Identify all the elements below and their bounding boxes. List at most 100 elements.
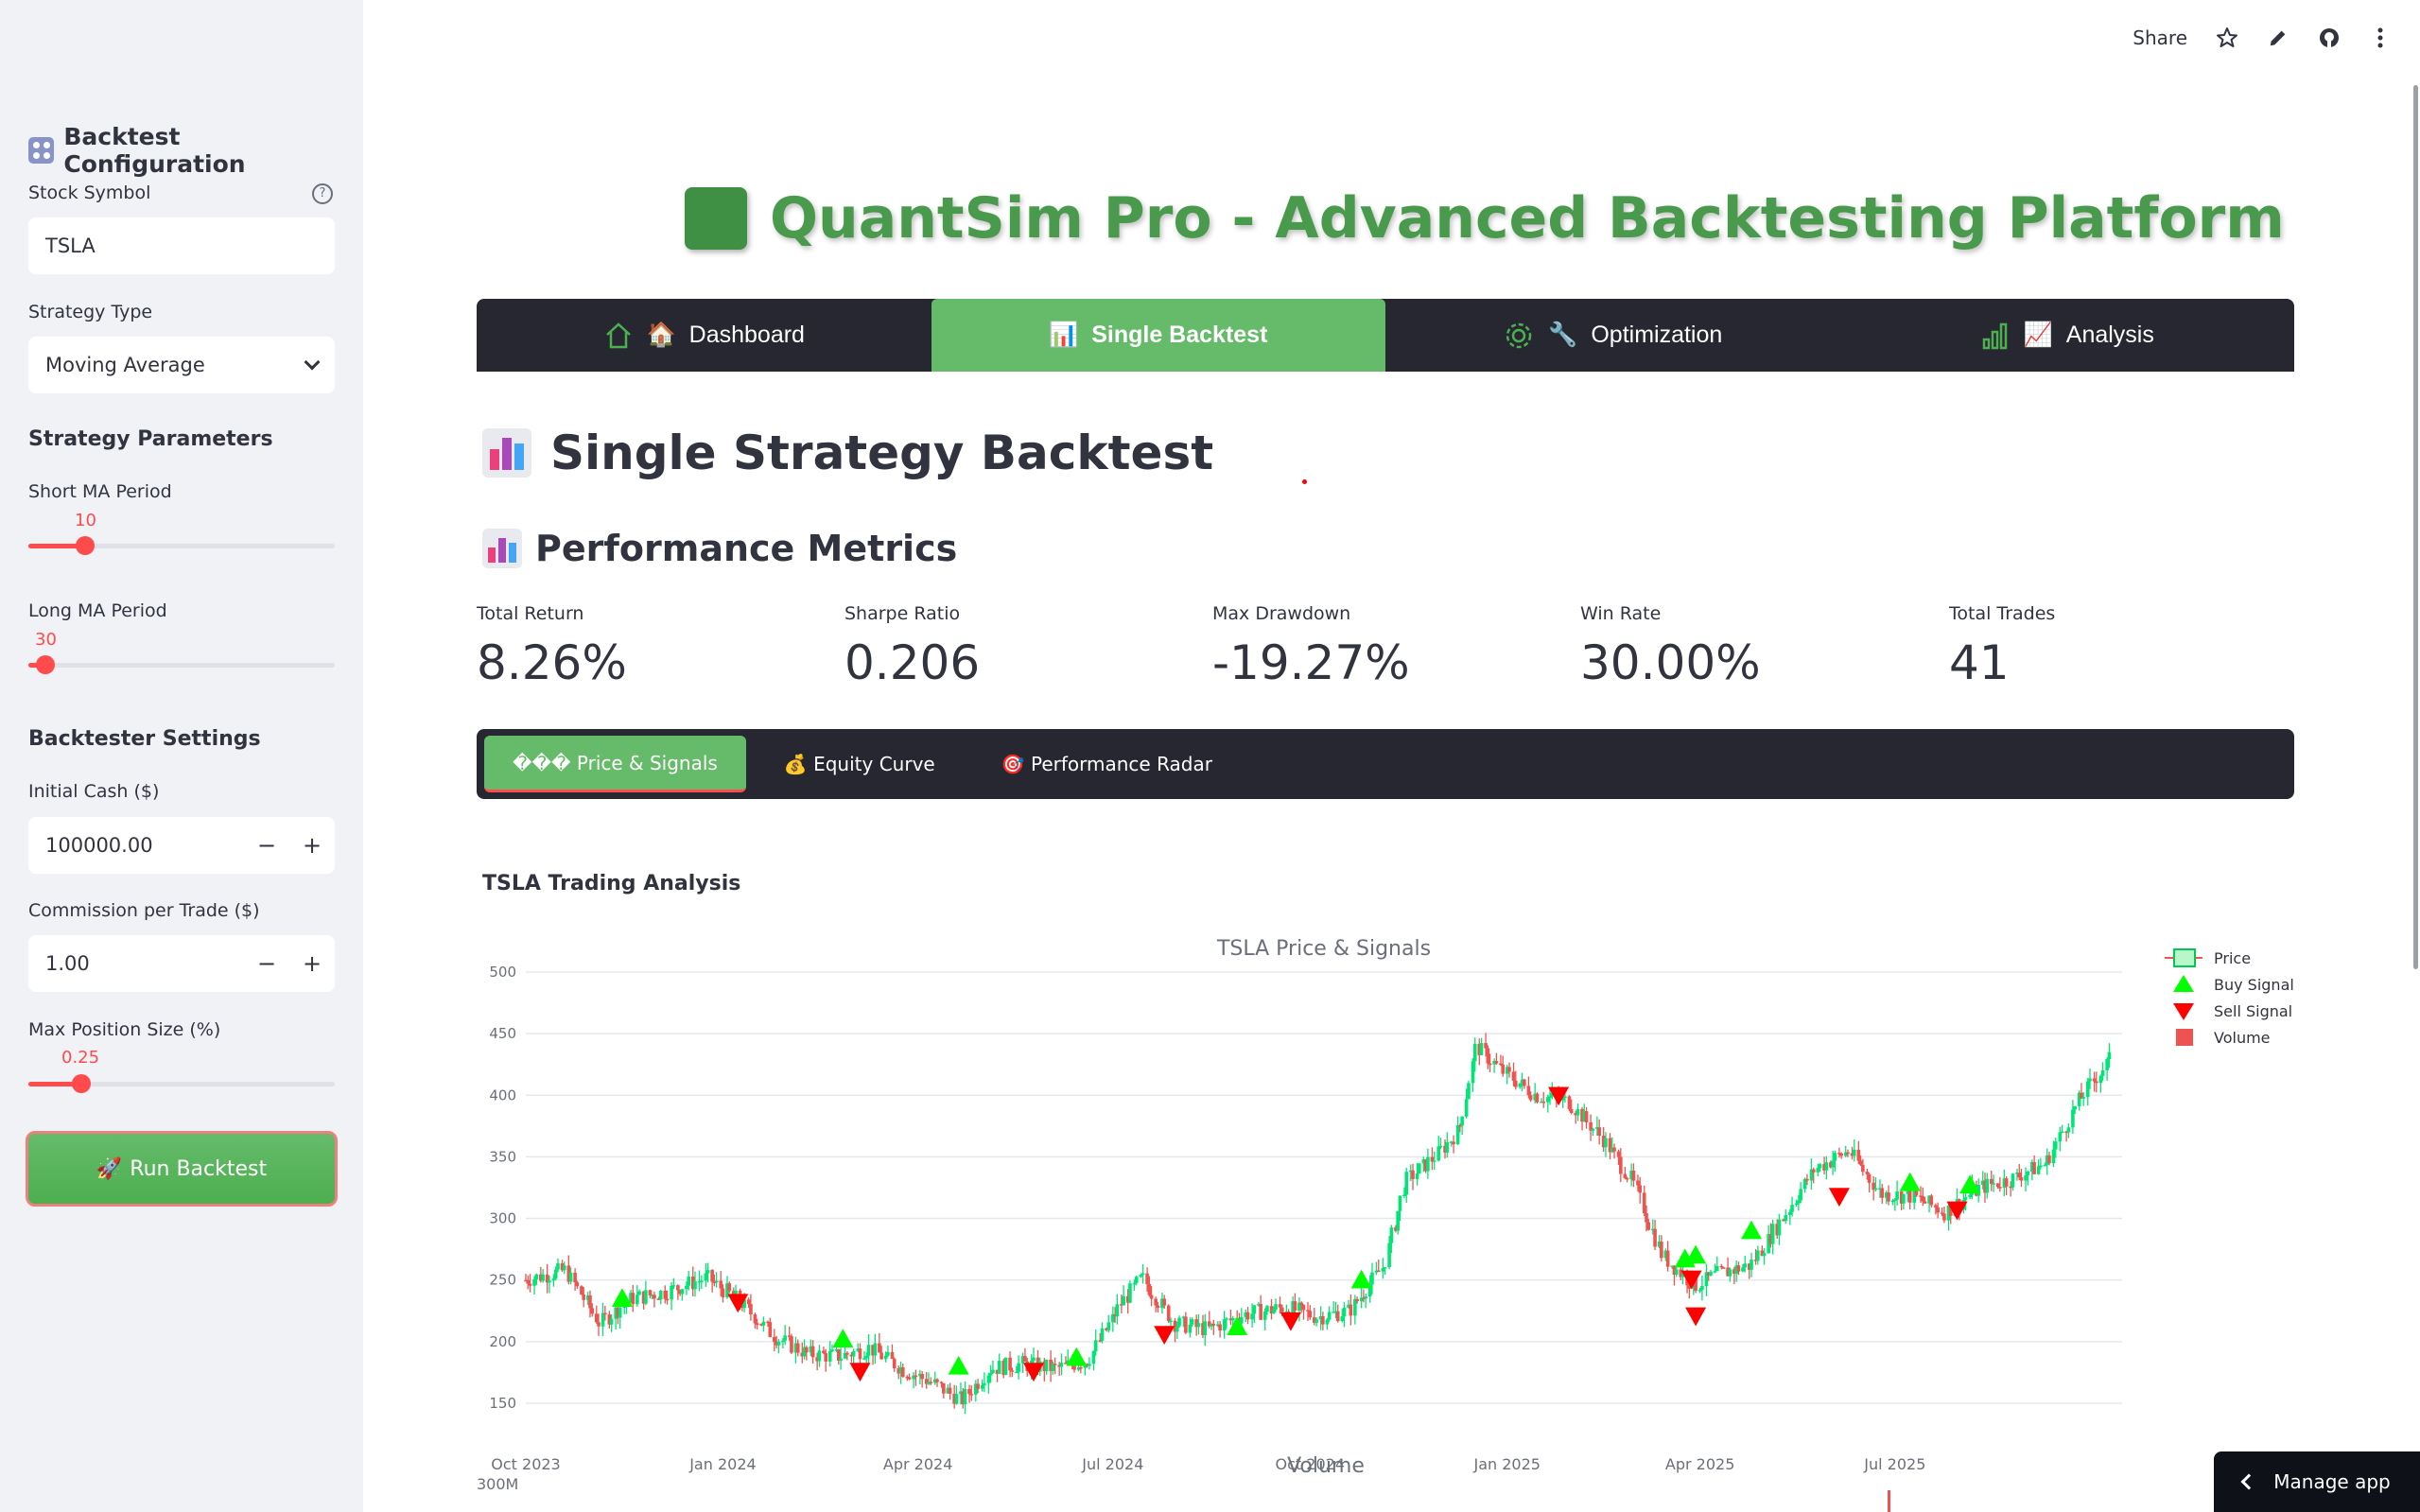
- run-backtest-button[interactable]: 🚀 Run Backtest: [26, 1131, 338, 1207]
- candle: [1499, 1054, 1503, 1067]
- metric-value: 30.00%: [1580, 635, 1761, 690]
- candle: [725, 1276, 729, 1299]
- candle: [1940, 1207, 1944, 1217]
- tab-label: 🎯 Performance Radar: [1001, 753, 1212, 775]
- candle: [1210, 1323, 1213, 1330]
- candle: [1003, 1357, 1008, 1376]
- candle: [714, 1272, 719, 1288]
- candle: [749, 1294, 753, 1321]
- long-ma-slider[interactable]: [28, 655, 335, 674]
- candle: [609, 1314, 614, 1332]
- candle: [1274, 1298, 1278, 1312]
- sell-signal-marker: [1680, 1270, 1702, 1290]
- candle: [704, 1262, 708, 1287]
- strategy-type-label: Strategy Type: [28, 302, 153, 322]
- candle: [687, 1270, 690, 1291]
- y-tick-label: 450: [489, 1025, 516, 1042]
- candle: [553, 1266, 558, 1281]
- tab-dashboard[interactable]: 🏠 Dashboard: [477, 299, 931, 372]
- candle: [607, 1311, 612, 1329]
- candle: [1604, 1132, 1608, 1157]
- candle: [976, 1379, 980, 1394]
- slider-thumb[interactable]: [72, 1074, 91, 1093]
- candle: [1032, 1347, 1036, 1364]
- increment-button[interactable]: +: [302, 950, 322, 977]
- candle: [1728, 1267, 1732, 1282]
- star-icon[interactable]: [2216, 26, 2238, 49]
- candle: [1995, 1183, 2000, 1190]
- candle: [658, 1289, 663, 1305]
- sell-signal-marker: [1946, 1201, 1968, 1221]
- commission-input[interactable]: 1.00 − +: [28, 935, 335, 992]
- candle: [1023, 1347, 1027, 1362]
- candle: [822, 1346, 826, 1355]
- page-title: Single Strategy Backtest: [482, 426, 1213, 480]
- candle: [1113, 1307, 1117, 1323]
- candle: [1878, 1179, 1882, 1198]
- candle: [1574, 1110, 1578, 1124]
- scrollbar[interactable]: [2413, 85, 2418, 969]
- metrics-heading-text: Performance Metrics: [535, 528, 958, 569]
- tab-label: ��� Price & Signals: [513, 751, 718, 774]
- candle: [1321, 1312, 1325, 1330]
- tab-price-signals[interactable]: ��� Price & Signals: [484, 736, 746, 792]
- stock-symbol-input[interactable]: TSLA: [28, 217, 335, 274]
- tab-analysis[interactable]: 📈 Analysis: [1840, 299, 2295, 372]
- pencil-icon[interactable]: [2267, 26, 2289, 49]
- candle: [1207, 1311, 1211, 1329]
- candle: [1608, 1133, 1612, 1159]
- buy-signal-marker: [1899, 1172, 1921, 1191]
- increment-button[interactable]: +: [302, 832, 322, 859]
- decrement-button[interactable]: −: [256, 950, 277, 977]
- metric-value: 0.206: [844, 635, 981, 690]
- more-vertical-icon[interactable]: [2369, 26, 2392, 49]
- candle: [1541, 1091, 1546, 1108]
- candle: [1837, 1147, 1841, 1158]
- tab-optimization[interactable]: 🔧 Optimization: [1385, 299, 1840, 372]
- max-position-slider[interactable]: [28, 1074, 335, 1093]
- candle: [1194, 1314, 1198, 1336]
- candle: [1091, 1350, 1096, 1371]
- candle: [1367, 1275, 1372, 1303]
- candle: [1906, 1190, 1910, 1203]
- candle: [790, 1333, 793, 1355]
- candle: [787, 1326, 792, 1341]
- candle: [1347, 1299, 1350, 1309]
- candle: [1269, 1298, 1274, 1320]
- legend-label: Buy Signal: [2214, 976, 2294, 994]
- github-icon[interactable]: [2318, 26, 2341, 49]
- tab-equity-curve[interactable]: 💰 Equity Curve: [756, 736, 964, 792]
- manage-app-button[interactable]: Manage app: [2214, 1451, 2420, 1512]
- slider-thumb[interactable]: [36, 655, 55, 674]
- candle: [1511, 1062, 1516, 1086]
- price-signals-chart[interactable]: 500 450 400 350 300 250 200 150 Oct 2023 Jan 202…: [477, 917, 2330, 1512]
- candle: [959, 1382, 963, 1405]
- share-button[interactable]: Share: [2133, 26, 2187, 49]
- candle: [1450, 1140, 1454, 1147]
- candle: [1252, 1304, 1257, 1324]
- candle: [761, 1316, 766, 1332]
- tab-performance-radar[interactable]: 🎯 Performance Radar: [973, 736, 1241, 792]
- strategy-type-select[interactable]: Moving Average: [28, 337, 335, 393]
- short-ma-label: Short MA Period: [28, 481, 172, 502]
- candle: [1927, 1195, 1931, 1213]
- help-icon[interactable]: ?: [312, 183, 333, 204]
- short-ma-slider[interactable]: [28, 536, 335, 555]
- tab-emoji: 🔧: [1548, 322, 1578, 348]
- slider-thumb[interactable]: [76, 536, 95, 555]
- candle: [1831, 1150, 1835, 1175]
- candle: [775, 1335, 778, 1348]
- candle: [1257, 1301, 1261, 1307]
- candle: [616, 1303, 620, 1325]
- candle: [954, 1385, 959, 1405]
- initial-cash-input[interactable]: 100000.00 − +: [28, 817, 335, 874]
- candle: [1548, 1087, 1552, 1105]
- candle: [1308, 1305, 1313, 1320]
- candle: [1188, 1317, 1193, 1338]
- tab-single-backtest[interactable]: 📊 Single Backtest: [931, 299, 1385, 372]
- legend-item: Volume: [2176, 1029, 2271, 1047]
- decrement-button[interactable]: −: [256, 832, 277, 859]
- candle: [1884, 1190, 1889, 1205]
- candle: [1760, 1245, 1765, 1257]
- candle: [1697, 1288, 1702, 1294]
